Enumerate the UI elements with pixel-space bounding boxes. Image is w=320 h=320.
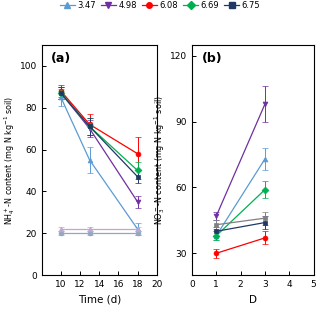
X-axis label: D: D — [249, 295, 257, 305]
Y-axis label: NO$_3^-$-N content (mg N kg$^{-1}$ soil): NO$_3^-$-N content (mg N kg$^{-1}$ soil) — [152, 95, 167, 225]
Y-axis label: NH$_4^+$-N content (mg N kg$^{-1}$ soil): NH$_4^+$-N content (mg N kg$^{-1}$ soil) — [2, 95, 17, 225]
X-axis label: Time (d): Time (d) — [77, 295, 121, 305]
Legend: 3.47, 4.98, 6.08, 6.69, 6.75: 3.47, 4.98, 6.08, 6.69, 6.75 — [60, 1, 260, 10]
Text: (b): (b) — [202, 52, 222, 65]
Text: (a): (a) — [51, 52, 71, 65]
